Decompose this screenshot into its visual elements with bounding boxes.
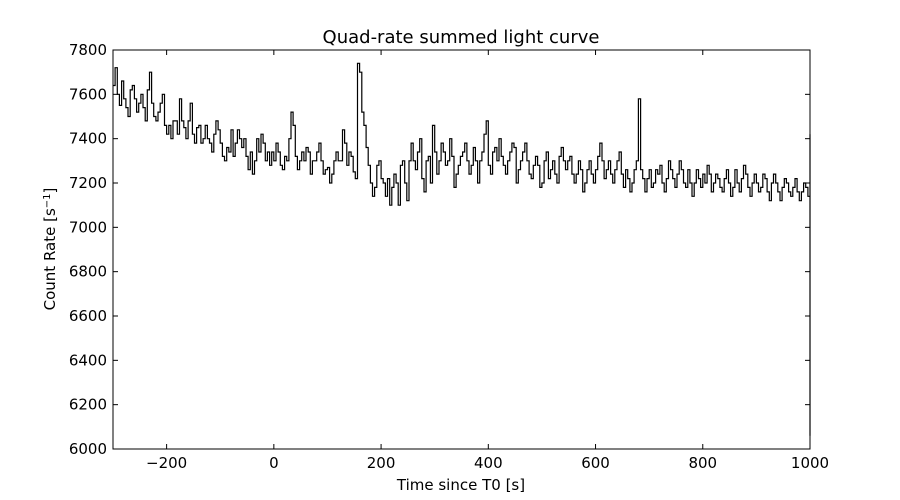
x-tick-label: 800 [688,454,717,472]
x-tick-label: −200 [146,454,187,472]
series-line-0 [113,62,811,436]
y-tick-label: 6600 [69,307,107,325]
x-tick-label: 1000 [791,454,829,472]
y-tick-label: 7200 [69,174,107,192]
y-axis-label-end: ] [41,188,59,194]
y-tick-label: 6200 [69,396,107,414]
y-tick-label: 7000 [69,218,107,236]
y-tick-label: 7400 [69,130,107,148]
y-tick-label: 7600 [69,85,107,103]
y-tick-label: 6000 [69,440,107,458]
y-tick-label: 6800 [69,263,107,281]
y-axis-label-main: Count Rate [s [41,208,59,310]
y-tick-label: 7800 [69,41,107,59]
x-axis-label: Time since T0 [s] [396,476,525,494]
x-axis: −200 0 200 400 600 800 1000 [146,50,829,472]
x-tick-label: 200 [367,454,396,472]
x-tick-label: 400 [474,454,503,472]
y-axis: 6000 6200 6400 6600 6800 7000 7200 7400 7600 7800 [69,41,810,458]
x-tick-label: 0 [269,454,279,472]
y-axis-label-exponent: −1 [42,193,53,208]
plot-frame [112,49,811,450]
chart-title: Quad-rate summed light curve [323,27,600,48]
plot-area [113,62,811,436]
y-axis-label: Count Rate [s−1] [41,188,59,311]
x-tick-label: 600 [581,454,610,472]
y-tick-label: 6400 [69,351,107,369]
